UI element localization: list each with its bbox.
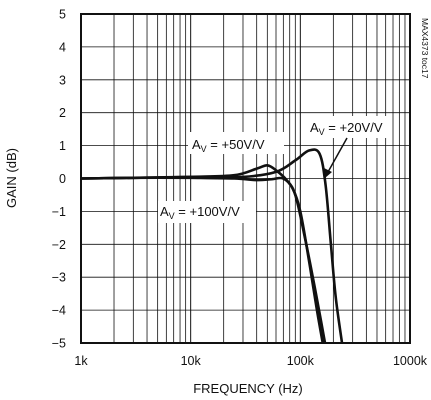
y-tick-label: −2 bbox=[52, 238, 66, 252]
label-av20-sub: V bbox=[319, 127, 325, 137]
y-axis-title: GAIN (dB) bbox=[4, 148, 19, 208]
y-tick-label: 1 bbox=[59, 139, 66, 153]
label-box-av50 bbox=[188, 132, 284, 154]
arrowhead-av20 bbox=[324, 168, 332, 178]
label-av50: AV = +50V/V bbox=[192, 137, 265, 154]
label-av50-sub: V bbox=[201, 144, 207, 154]
annotations: AV = +50V/V AV = +20V/V AV = +100V/V bbox=[158, 116, 392, 223]
plot-frame bbox=[80, 13, 411, 344]
label-box-av100 bbox=[158, 201, 256, 223]
label-av100-main: A bbox=[160, 204, 169, 219]
label-av100: AV = +100V/V bbox=[160, 204, 240, 221]
x-tick-label: 1k bbox=[74, 354, 88, 368]
x-tick-label: 100k bbox=[287, 354, 315, 368]
x-axis-title: FREQUENCY (Hz) bbox=[193, 381, 303, 396]
label-av20: AV = +20V/V bbox=[310, 120, 383, 137]
y-tick-label: −1 bbox=[52, 205, 66, 219]
y-tick-label: 5 bbox=[59, 8, 66, 22]
x-tick-labels: 1k 10k 100k 1000k bbox=[74, 354, 427, 368]
y-tick-label: −4 bbox=[52, 304, 66, 318]
side-label: MAX4373 toc17 bbox=[420, 18, 430, 79]
y-tick-label: 0 bbox=[59, 172, 66, 186]
y-tick-label: −3 bbox=[52, 271, 66, 285]
label-av100-rest: = +100V/V bbox=[175, 204, 240, 219]
label-av20-rest: = +20V/V bbox=[325, 120, 383, 135]
arrow-av20 bbox=[327, 137, 348, 173]
label-av50-main: A bbox=[192, 137, 201, 152]
curves bbox=[80, 148, 344, 344]
label-av20-main: A bbox=[310, 120, 319, 135]
label-av100-sub: V bbox=[169, 211, 175, 221]
x-tick-label: 10k bbox=[181, 354, 202, 368]
label-box-av20 bbox=[306, 116, 392, 138]
y-tick-label: 4 bbox=[59, 40, 66, 54]
y-tick-labels: 5 4 3 2 1 0 −1 −2 −3 −4 −5 bbox=[52, 8, 66, 351]
y-tick-label: 2 bbox=[59, 106, 66, 120]
curve-av100 bbox=[80, 176, 324, 344]
label-av50-rest: = +50V/V bbox=[207, 137, 265, 152]
y-tick-label: −5 bbox=[52, 337, 66, 351]
curve-av50 bbox=[80, 163, 327, 344]
y-tick-label: 3 bbox=[59, 73, 66, 87]
x-tick-label: 1000k bbox=[393, 354, 428, 368]
